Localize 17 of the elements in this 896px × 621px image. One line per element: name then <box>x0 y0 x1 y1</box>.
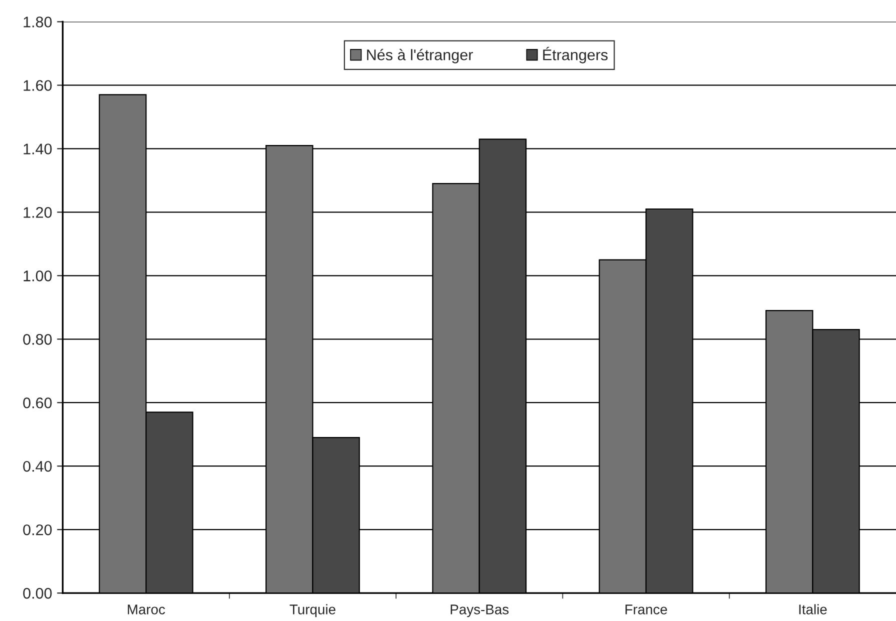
y-tick-label: 0.20 <box>23 524 52 536</box>
y-tick-label: 1.00 <box>24 270 52 282</box>
legend-label: Étrangers <box>543 46 608 64</box>
x-tick-label: France <box>626 604 668 614</box>
y-tick-label: 0.00 <box>23 588 52 599</box>
x-tick-label: Italie <box>799 604 827 614</box>
y-tick-label: 1.60 <box>24 80 52 91</box>
y-tick-label: 0.80 <box>23 334 52 345</box>
y-tick-label: 1.20 <box>24 207 52 218</box>
x-tick-label: Turquie <box>290 604 336 618</box>
y-tick-label: 0.60 <box>23 397 52 408</box>
x-tick-label: Pays-Bas <box>450 604 509 618</box>
y-tick-label: 1.80 <box>24 16 52 28</box>
y-tick-label: 0.40 <box>23 460 52 472</box>
x-tick-label: Maroc <box>128 604 165 614</box>
y-tick-label: 1.40 <box>24 144 52 154</box>
legend-label: Nés à l'étranger <box>367 48 473 64</box>
